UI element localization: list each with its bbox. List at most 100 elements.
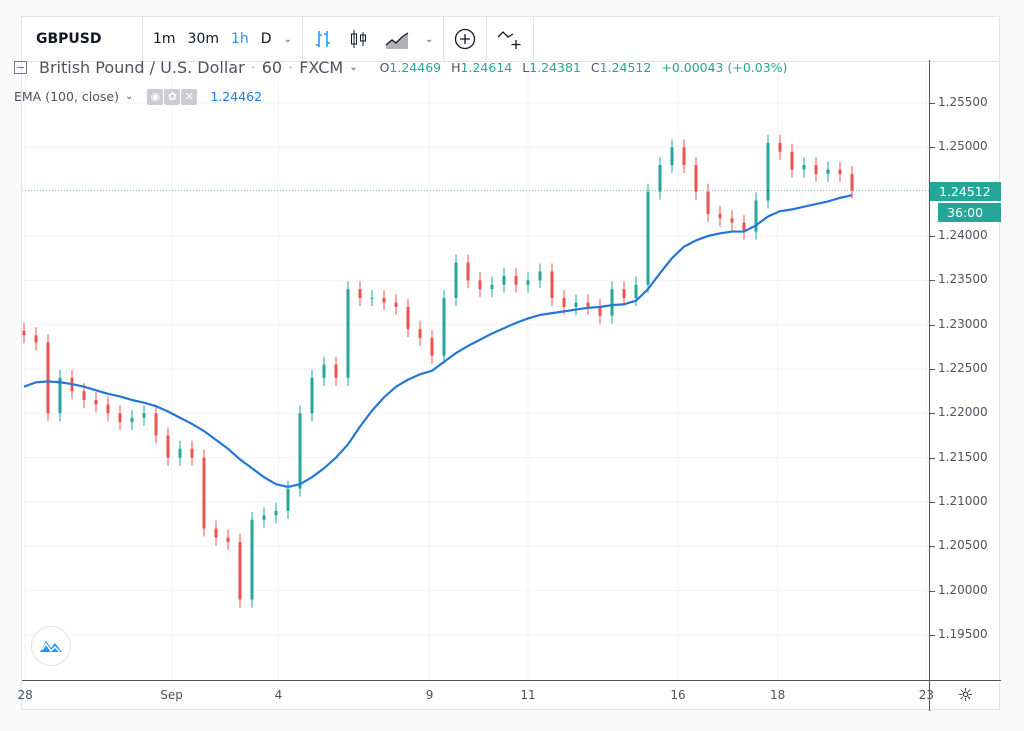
candle-body: [370, 298, 374, 300]
area-icon[interactable]: [385, 29, 409, 49]
high-label: H: [451, 60, 461, 75]
add-circle-icon: [455, 28, 476, 50]
logo-icon: [40, 641, 62, 653]
candle-body: [718, 213, 722, 219]
timeframe-1h[interactable]: 1h: [231, 31, 249, 47]
compare-button[interactable]: [487, 17, 535, 61]
ema-line: [23, 194, 853, 489]
price-tick-label: 1.21500: [938, 449, 988, 464]
candle-body: [118, 413, 122, 423]
candle-body: [58, 377, 62, 414]
time-tick-label: Sep: [160, 688, 183, 702]
candle-body: [154, 413, 158, 436]
candle-body: [406, 306, 410, 330]
candle-body: [430, 337, 434, 356]
candle-body: [790, 151, 794, 170]
collapse-icon[interactable]: [14, 61, 27, 74]
candle-body: [358, 289, 362, 299]
candle-body: [490, 284, 494, 290]
price-tick-label: 1.25000: [938, 139, 988, 154]
gear-icon[interactable]: ✿: [164, 89, 181, 105]
chevron-down-icon[interactable]: ⌄: [124, 91, 134, 102]
candle-body: [334, 364, 338, 378]
candle-body: [238, 541, 242, 600]
price-tick-label: 1.20000: [938, 582, 988, 597]
candle-body: [766, 142, 770, 201]
chevron-down-icon[interactable]: ⌄: [349, 62, 358, 73]
candle-body: [598, 306, 602, 316]
candle-body: [46, 342, 50, 414]
price-tick-label: 1.25500: [938, 95, 988, 109]
close-label: C: [590, 60, 600, 75]
bars-icon[interactable]: [313, 29, 333, 49]
close-icon[interactable]: ✕: [181, 89, 198, 105]
indicator-controls: ◉ ✿ ✕: [147, 88, 198, 105]
candle-body: [298, 413, 302, 489]
separator: ·: [288, 58, 294, 77]
candle-body: [454, 262, 458, 299]
indicator-label[interactable]: EMA (100, close): [14, 89, 119, 104]
candle-body: [322, 364, 326, 378]
add-indicator-button[interactable]: [444, 17, 488, 61]
indicator-legend: EMA (100, close) ⌄ ◉ ✿ ✕ 1.24462: [14, 88, 262, 105]
candle-body: [754, 200, 758, 232]
price-tick: [930, 147, 935, 149]
candle-body: [394, 302, 398, 307]
candle-body: [574, 302, 578, 307]
candle-body: [742, 222, 746, 232]
bar-countdown: 36:00: [938, 202, 1001, 222]
candle-body: [538, 271, 542, 281]
candle-body: [94, 400, 98, 405]
candle-body: [418, 329, 422, 338]
series-legend: British Pound / U.S. Dollar · 60 · FXCM …: [14, 58, 787, 77]
candle-body: [826, 169, 830, 174]
candle-body: [178, 448, 182, 458]
low-value: 1.24381: [529, 60, 581, 75]
candle-body: [646, 191, 650, 285]
candles-icon[interactable]: [349, 29, 369, 49]
candle-body: [106, 404, 110, 414]
candle-body: [850, 173, 854, 191]
series-exchange[interactable]: FXCM: [299, 58, 344, 77]
candle-body: [706, 191, 710, 214]
price-tick-label: 1.23000: [938, 316, 988, 331]
price-tick: [930, 103, 935, 104]
time-tick-label: 16: [670, 688, 686, 702]
price-tick: [930, 413, 935, 415]
price-chart[interactable]: [22, 60, 929, 680]
eye-icon[interactable]: ◉: [147, 89, 164, 105]
candle-body: [730, 218, 734, 223]
chevron-down-icon[interactable]: ⌄: [283, 33, 292, 45]
price-tick: [930, 235, 935, 237]
candle-body: [82, 391, 86, 401]
price-tick: [930, 546, 935, 548]
candle-body: [838, 169, 842, 174]
time-tick-label: 4: [274, 688, 283, 702]
candle-body: [478, 280, 482, 290]
timeframe-d[interactable]: D: [260, 31, 272, 47]
change-value: +0.00043 (+0.03%): [661, 60, 788, 75]
candle-body: [634, 284, 638, 299]
candle-body: [670, 147, 674, 166]
candle-body: [586, 302, 590, 307]
close-value: 1.24512: [599, 60, 652, 75]
candle-body: [562, 298, 566, 307]
timeframe-1m[interactable]: 1m: [153, 31, 176, 47]
settings-gear-icon[interactable]: ☼: [929, 680, 1001, 711]
high-value: 1.24614: [460, 60, 513, 75]
tradingview-logo[interactable]: [31, 626, 71, 666]
candle-body: [130, 417, 134, 423]
symbol-label: GBPUSD: [36, 31, 102, 47]
candle-body: [802, 165, 806, 170]
time-axis[interactable]: 28 Sep 4 9 11 16 18 23: [18, 680, 934, 711]
candle-body: [310, 377, 314, 414]
timeframe-30m[interactable]: 30m: [187, 31, 219, 47]
chevron-down-icon[interactable]: ⌄: [424, 33, 434, 45]
price-tick-label: 1.21000: [938, 493, 988, 508]
price-tick: [930, 368, 935, 370]
price-axis[interactable]: 1.25500 1.25000 1.24000 1.23500 1.23000 1.225…: [929, 60, 1001, 680]
price-tick: [930, 280, 935, 282]
candle-body: [250, 519, 254, 600]
symbol-search[interactable]: GBPUSD: [22, 17, 143, 61]
candle-body: [814, 165, 818, 174]
